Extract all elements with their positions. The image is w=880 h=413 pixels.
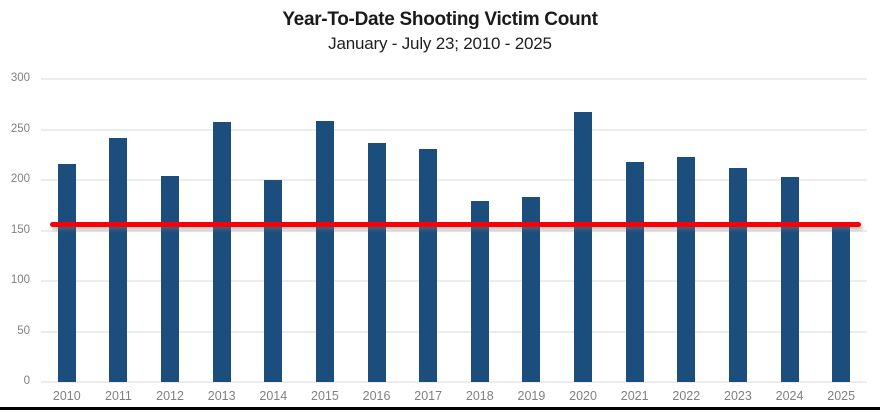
x-tick-label-2015: 2015 [311,389,339,403]
x-tick-label-2023: 2023 [724,389,752,403]
x-tick-label-2025: 2025 [827,389,856,403]
bar-2015 [315,121,334,382]
y-tick-label-100: 100 [10,274,30,287]
plot-area: 2010 2011 2012 2013 2014 2015 2016 2017 2018 2019… [41,78,867,403]
y-tick-label-50: 50 [17,324,30,337]
bar-2024 [780,176,799,382]
gridline-0 [41,381,867,383]
bar-2019 [522,197,541,382]
x-tick-label-2021: 2021 [620,389,649,403]
x-tick-label-2010: 2010 [52,389,81,403]
gridline-150 [41,230,867,231]
y-tick-label-0: 0 [23,375,30,387]
chart-subtitle: January - July 23; 2010 - 2025 [328,34,552,53]
bar-2011 [109,137,128,382]
bar-2020 [574,112,593,382]
gridline-50 [41,331,867,332]
bar-2017 [419,148,438,382]
x-tick-label-2020: 2020 [569,389,597,403]
bar-2013 [212,122,231,382]
bar-2025 [832,225,851,382]
reference-line [50,222,861,228]
y-tick-label-250: 250 [10,122,30,135]
bar-2014 [264,180,283,382]
bar-2021 [625,161,644,382]
bar-2018 [470,201,489,382]
x-tick-label-2016: 2016 [362,389,391,403]
gridline-300 [41,78,867,80]
bottom-divider [0,407,880,410]
bar-2016 [367,142,386,382]
bar-2023 [728,167,747,382]
y-axis: 0 50 100 150 200 250 300 [0,72,30,387]
gridline-250 [41,129,867,130]
x-tick-label-2019: 2019 [517,389,546,403]
x-tick-label-2017: 2017 [414,389,443,403]
gridline-100 [41,280,867,282]
x-tick-label-2013: 2013 [207,389,236,403]
bar-2012 [161,175,180,382]
gridline-200 [41,179,867,181]
x-tick-label-2024: 2024 [775,389,804,403]
x-tick-label-2018: 2018 [465,389,494,403]
bar-2022 [677,156,696,382]
x-tick-label-2012: 2012 [156,389,184,403]
y-tick-label-150: 150 [10,223,30,236]
x-tick-label-2022: 2022 [672,389,701,403]
y-tick-label-300: 300 [10,72,30,84]
chart-title: Year-To-Date Shooting Victim Count [282,9,598,30]
bar-2010 [57,163,76,382]
x-tick-label-2014: 2014 [259,389,288,403]
x-tick-label-2011: 2011 [104,389,132,403]
y-tick-label-200: 200 [10,173,30,186]
